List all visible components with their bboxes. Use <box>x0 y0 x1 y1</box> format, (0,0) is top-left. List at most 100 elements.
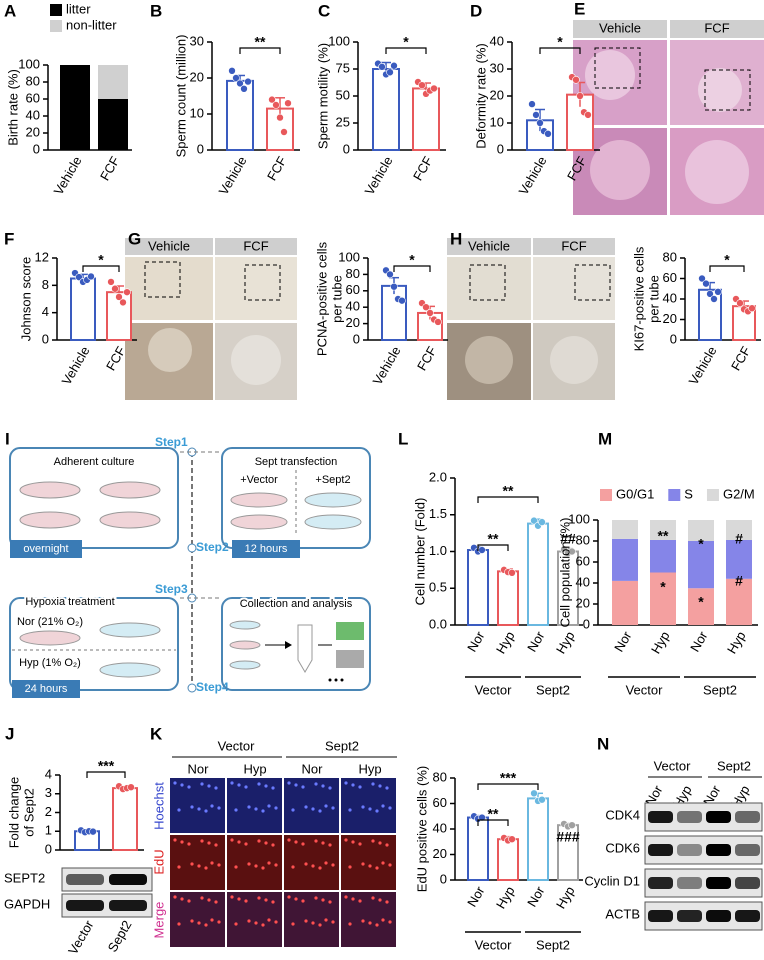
cell-dot <box>271 786 275 790</box>
cell-dot <box>385 900 389 904</box>
cell-dot <box>294 897 298 901</box>
bar <box>527 522 549 627</box>
cell-dot <box>173 895 177 899</box>
data-point <box>228 67 236 75</box>
bar <box>412 87 440 152</box>
cell-dot <box>324 804 328 808</box>
y-tick-label: 100 <box>338 249 360 264</box>
x-tick-label: FCF <box>414 344 440 373</box>
significance-bracket <box>539 47 581 54</box>
data-point <box>702 279 710 288</box>
cell-dot <box>361 862 365 866</box>
cell-dot <box>371 896 375 900</box>
data-point <box>276 113 284 122</box>
cell-dot <box>230 895 234 899</box>
significance-label: * <box>409 252 415 268</box>
y-axis-label: Fold change <box>6 777 21 849</box>
cell-dot <box>234 808 238 812</box>
cell-dot <box>294 783 298 787</box>
y-tick-label: 0.0 <box>429 616 447 631</box>
y-tick-label: 60 <box>576 553 590 568</box>
blot-band <box>677 811 702 823</box>
cell-dot <box>197 921 201 925</box>
cell-dot <box>230 781 234 785</box>
condition-label: +Sept2 <box>315 474 350 486</box>
legend-label: litter <box>66 1 91 16</box>
y-axis-label: Sperm count (million) <box>173 35 188 158</box>
cell-dot <box>217 806 221 810</box>
x-tick-label: Vehicle <box>59 344 93 388</box>
data-point <box>576 92 584 100</box>
y-tick-label: 40 <box>346 299 360 314</box>
significance-label: ** <box>488 531 499 547</box>
cell-dot <box>214 900 218 904</box>
cell-dot <box>351 783 355 787</box>
box-title: Hypoxia treatment <box>25 596 114 608</box>
significance-label: * <box>98 252 104 268</box>
y-tick-label: 0 <box>197 141 204 156</box>
x-tick-label: Hyp <box>553 884 578 912</box>
row-label: Merge <box>151 902 166 939</box>
cell-dot <box>301 899 305 903</box>
significance-label: *** <box>98 758 115 774</box>
data-point <box>240 85 248 93</box>
group-label: Vector <box>654 758 692 773</box>
y-tick-label: 1.0 <box>429 543 447 558</box>
bar <box>566 93 594 151</box>
bar <box>372 68 400 151</box>
bar-segment <box>60 65 90 150</box>
blot-band <box>109 900 147 911</box>
data-point <box>127 783 135 791</box>
cell-dot <box>344 895 348 899</box>
group-label: Sept2 <box>703 682 737 697</box>
significance-label: ** <box>488 806 499 822</box>
y-tick-label: 0 <box>670 331 677 346</box>
significance-label: ** <box>658 528 669 544</box>
cell-dot <box>375 809 379 813</box>
data-point <box>568 547 576 556</box>
cell-dot <box>291 865 295 869</box>
cell-dot <box>328 900 332 904</box>
y-tick-label: 40 <box>490 33 504 48</box>
cell-dot <box>368 864 372 868</box>
cell-dot <box>200 896 204 900</box>
y-tick-label: 20 <box>190 69 204 84</box>
column-label: FCF <box>561 238 586 253</box>
cell-dot <box>381 861 385 865</box>
time-tag: overnight <box>23 543 68 555</box>
condition-label: +Vector <box>240 474 278 486</box>
data-point <box>268 95 276 104</box>
panel-label: A <box>4 1 16 20</box>
cell-dot <box>311 807 315 811</box>
panel-label: J <box>5 724 14 743</box>
legend-swatch <box>50 4 62 16</box>
x-tick-label: FCF <box>728 344 754 373</box>
cell-dot <box>371 782 375 786</box>
bar-segment <box>612 580 638 625</box>
y-tick-label: 0 <box>440 871 447 886</box>
box-title: Collection and analysis <box>240 598 353 610</box>
data-point <box>568 821 576 829</box>
data-point <box>532 111 540 119</box>
cell-dot <box>254 864 258 868</box>
data-point <box>386 68 394 77</box>
cell-dot <box>351 897 355 901</box>
data-point <box>698 274 706 283</box>
cell-dot <box>261 809 265 813</box>
significance-bracket <box>82 265 120 272</box>
data-point <box>119 298 127 307</box>
cell-dot <box>331 806 335 810</box>
y-tick-label: 0.5 <box>429 580 447 595</box>
condition-label: Nor (21% O₂) <box>17 616 83 628</box>
cell-dot <box>207 784 211 788</box>
cell-dot <box>271 900 275 904</box>
y-tick-label: 20 <box>576 595 590 610</box>
significance-label: ** <box>255 34 266 50</box>
data-point <box>115 293 123 301</box>
significance-label: # <box>735 573 743 589</box>
data-point <box>89 827 97 836</box>
y-tick-label: 80 <box>576 532 590 547</box>
panel-label: N <box>597 734 609 753</box>
cell-dot <box>187 785 191 789</box>
